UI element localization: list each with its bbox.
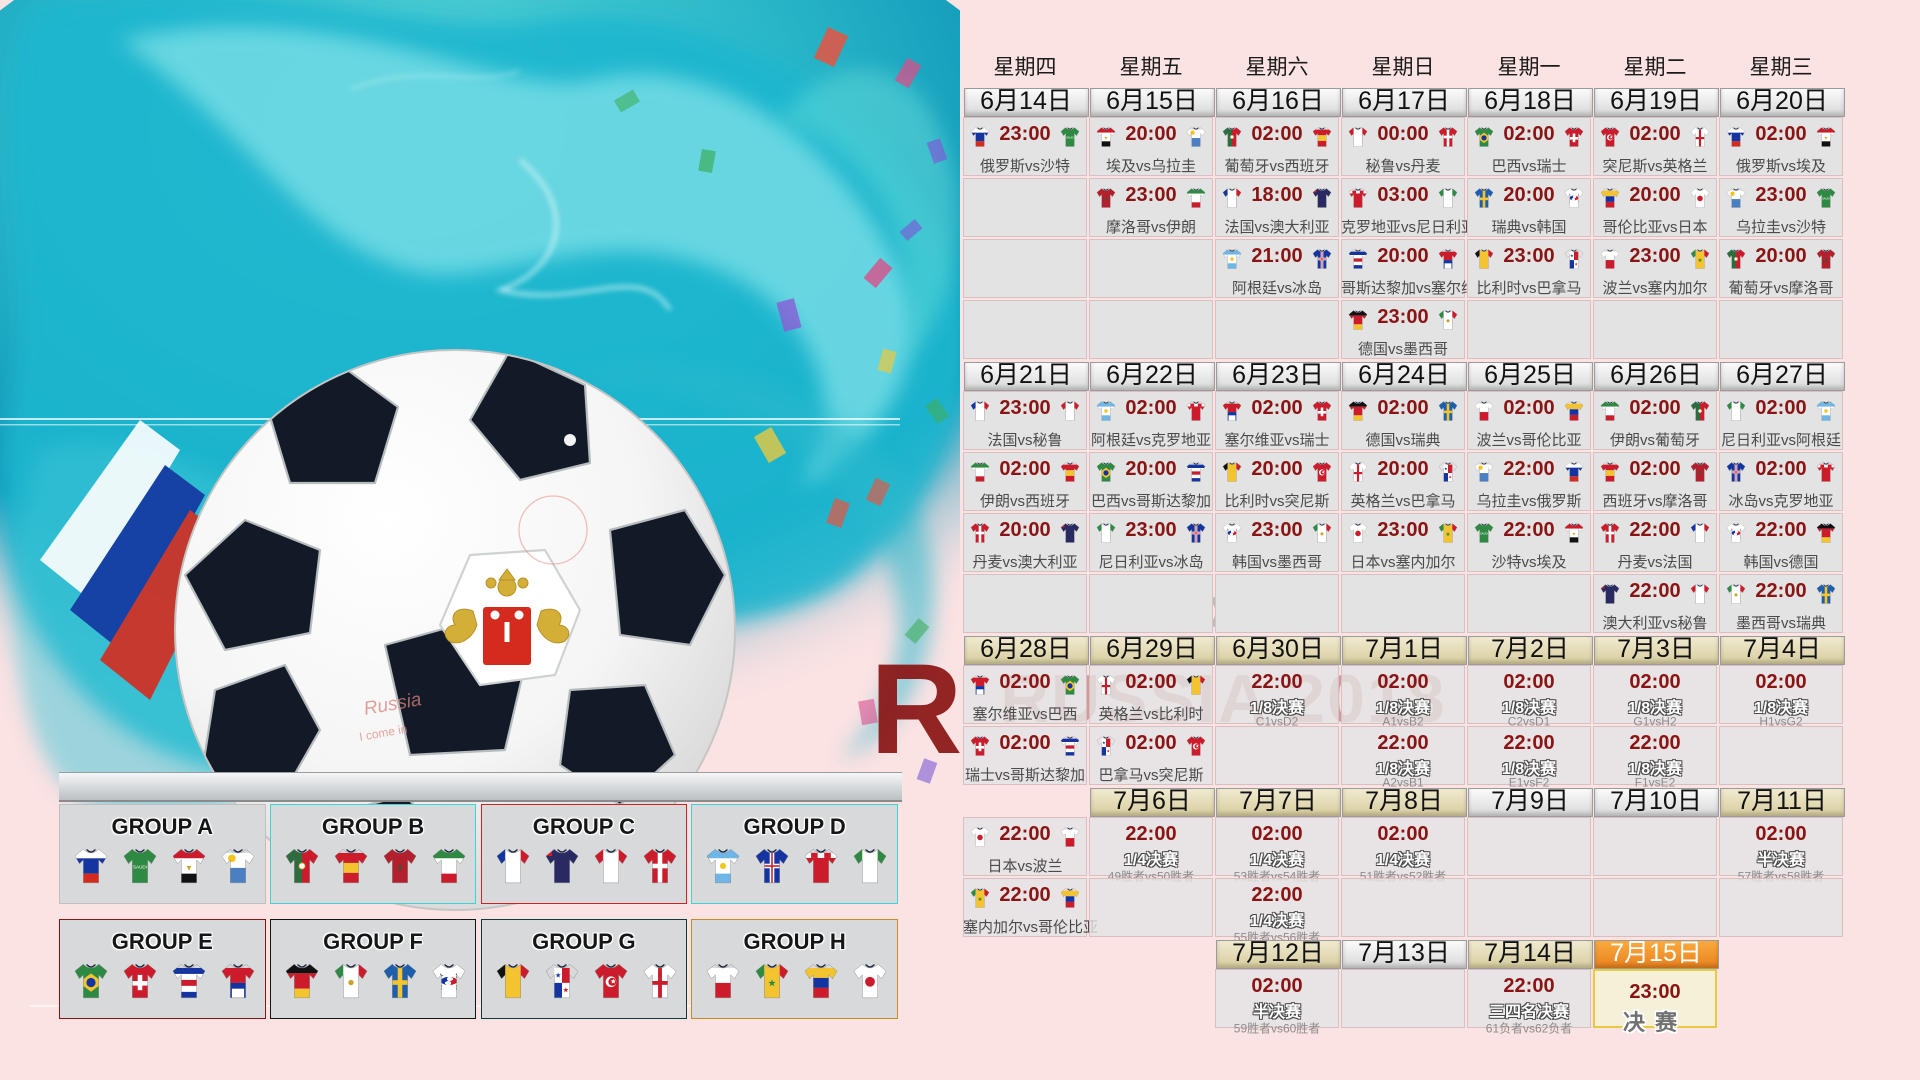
svg-text:SAUDI: SAUDI <box>133 864 147 869</box>
